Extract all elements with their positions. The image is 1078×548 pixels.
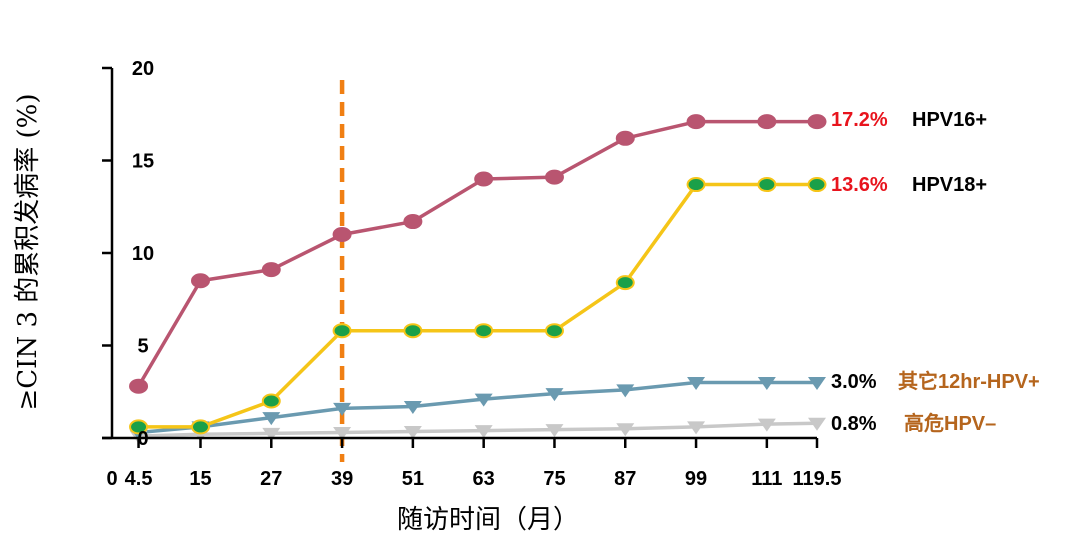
series-line-HPV18+ xyxy=(138,182,817,429)
x-tick-label: 0 xyxy=(106,468,117,490)
end-labels: 17.2% HPV16+ 13.6% HPV18+ 3.0% 其它12hr-HPV+ 0.8… xyxy=(831,109,1040,435)
data-point xyxy=(545,424,564,438)
data-point xyxy=(807,177,827,193)
x-tick-label: 51 xyxy=(402,468,424,490)
data-point xyxy=(808,417,826,431)
end-label-value: 17.2% xyxy=(831,109,888,131)
data-point xyxy=(129,378,149,394)
data-point xyxy=(474,393,493,407)
y-tick-label: 20 xyxy=(132,58,154,80)
end-label-value: 13.6% xyxy=(831,174,888,196)
data-point xyxy=(332,323,352,339)
end-label-series: HPV16+ xyxy=(912,109,987,131)
data-point xyxy=(807,114,827,130)
data-point xyxy=(687,377,706,390)
data-point xyxy=(190,419,210,435)
data-point xyxy=(474,171,494,187)
x-tick-label: 75 xyxy=(543,468,565,490)
end-label-series: HPV18+ xyxy=(912,174,987,196)
plot-area xyxy=(129,80,827,462)
y-axis-title: ≥CIN 3 的累积发病率 (%) xyxy=(13,93,43,410)
y-tick-label: 10 xyxy=(132,243,154,265)
data-point xyxy=(403,401,422,415)
data-point xyxy=(545,388,564,402)
x-axis-title: 随访时间（月） xyxy=(397,505,579,535)
data-point xyxy=(687,421,706,435)
data-point xyxy=(757,418,776,432)
data-point xyxy=(757,377,776,390)
x-tick-label: 4.5 xyxy=(125,468,153,490)
data-point xyxy=(261,262,281,278)
y-tick-label: 5 xyxy=(137,336,148,358)
x-tick-label: 99 xyxy=(685,468,707,490)
data-point xyxy=(615,275,635,291)
end-label-series: 高危HPV– xyxy=(904,411,996,435)
data-point xyxy=(757,177,777,193)
data-point xyxy=(403,214,423,230)
data-point xyxy=(129,419,149,435)
data-point xyxy=(757,114,777,130)
data-point xyxy=(333,426,352,440)
data-point xyxy=(544,169,564,185)
y-tick-label: 0 xyxy=(137,428,148,450)
data-point xyxy=(403,323,423,339)
end-label-value: 3.0% xyxy=(831,371,877,393)
y-tick-label: 15 xyxy=(132,151,154,173)
x-tick-label: 87 xyxy=(614,468,636,490)
x-tick-label: 119.5 xyxy=(793,468,842,490)
data-point xyxy=(332,227,352,242)
end-label-value: 0.8% xyxy=(831,413,877,435)
x-tick-label: 15 xyxy=(189,468,211,490)
end-label-series: 其它12hr-HPV+ xyxy=(898,369,1040,393)
data-point xyxy=(190,273,210,289)
axes: 0 5 10 15 20 0 4.5 15 27 39 51 63 75 87 99 111 119.5 xyxy=(102,58,841,490)
data-point xyxy=(474,425,493,439)
data-point xyxy=(616,423,635,437)
data-point xyxy=(262,412,281,426)
x-tick-label: 111 xyxy=(751,468,782,490)
data-point xyxy=(544,323,564,339)
data-point xyxy=(403,426,422,440)
x-tick-label: 27 xyxy=(260,468,282,490)
data-point xyxy=(333,402,352,416)
data-point xyxy=(261,393,281,409)
data-point xyxy=(686,114,706,130)
x-tick-label: 39 xyxy=(331,468,353,490)
series-line-HPV16+ xyxy=(137,119,817,388)
data-point xyxy=(686,177,706,193)
data-point xyxy=(808,377,826,390)
data-point xyxy=(615,130,635,146)
data-point xyxy=(474,323,494,339)
data-point xyxy=(616,384,635,398)
data-point xyxy=(262,427,281,441)
x-tick-label: 63 xyxy=(473,468,495,490)
